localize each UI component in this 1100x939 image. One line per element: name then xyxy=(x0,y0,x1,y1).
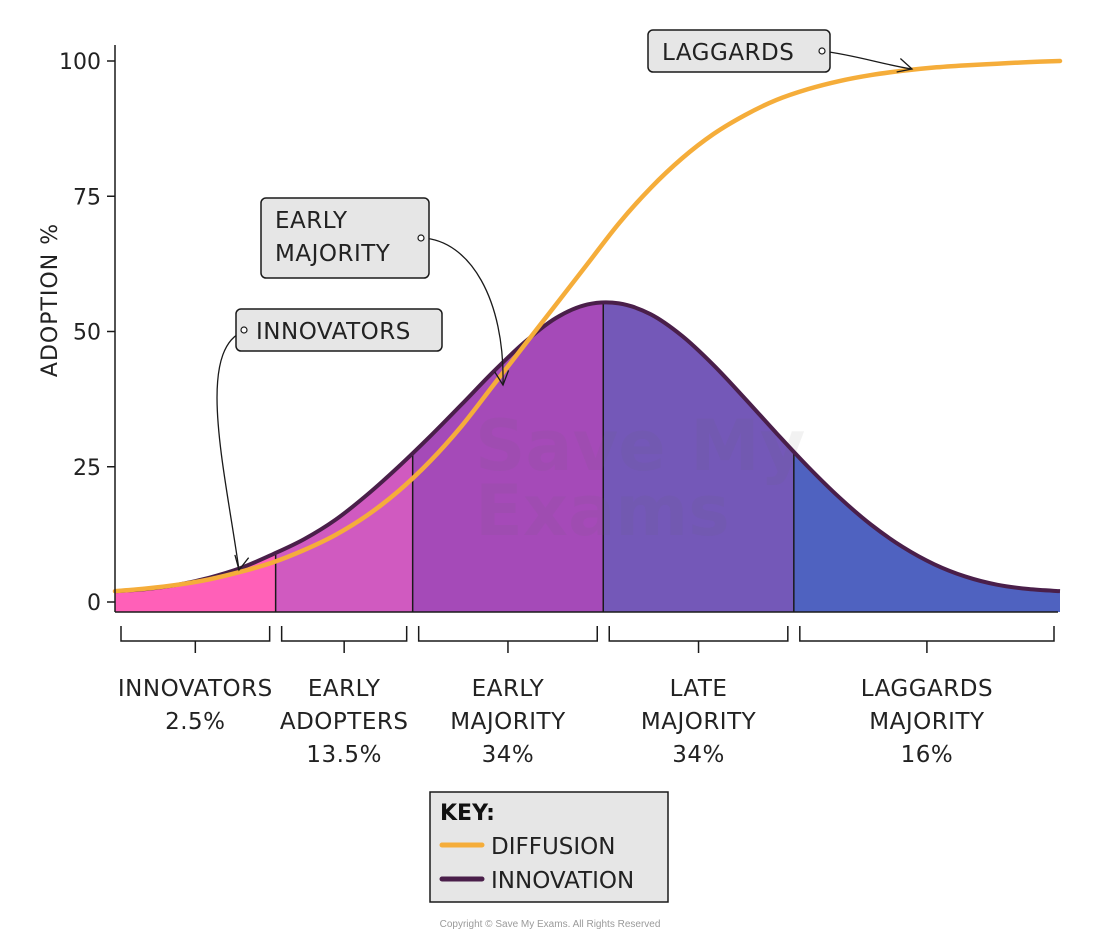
segment-label: LATE xyxy=(670,676,728,702)
copyright-text: Copyright © Save My Exams. All Rights Re… xyxy=(440,919,661,930)
segment-bracket xyxy=(280,626,408,653)
callout-box xyxy=(260,197,430,279)
callout: INNOVATORS xyxy=(216,308,443,572)
segment-fill xyxy=(412,303,604,612)
segment-label: MAJORITY xyxy=(869,709,985,735)
segment-share: 16% xyxy=(901,742,954,768)
callout-hole xyxy=(818,47,826,55)
legend-label: INNOVATION xyxy=(491,868,634,894)
segment-bracket xyxy=(120,626,271,653)
segment-label: LAGGARDS xyxy=(861,676,993,702)
legend-label: DIFFUSION xyxy=(491,834,615,860)
segment-bracket xyxy=(608,626,789,653)
y-tick-label: 0 xyxy=(87,591,101,616)
segment-label: MAJORITY xyxy=(450,709,566,735)
segment-label: EARLY xyxy=(472,676,545,702)
segment-fill xyxy=(603,303,794,612)
segment-share: 2.5% xyxy=(165,709,225,735)
innovation-line xyxy=(114,300,1061,594)
callout: LAGGARDS xyxy=(647,29,914,73)
innovation-series xyxy=(114,300,1061,594)
segment-label: MAJORITY xyxy=(641,709,757,735)
callout-hole xyxy=(417,234,425,242)
segment-share: 34% xyxy=(672,742,725,768)
watermark-text: Save My xyxy=(475,405,805,487)
callout-arrowhead xyxy=(234,554,250,572)
callout: EARLY MAJORITY xyxy=(260,197,510,387)
y-tick-label: 25 xyxy=(73,456,101,481)
segment-share: 34% xyxy=(482,742,535,768)
callout-arrowhead xyxy=(494,370,510,387)
callout-arrowhead xyxy=(896,58,914,73)
callout-arrow xyxy=(821,50,913,70)
segment-label: INNOVATORS xyxy=(118,676,273,702)
callout-text: MAJORITY xyxy=(275,241,391,267)
y-axis-title: ADOPTION % xyxy=(38,223,63,377)
watermark-text-2: Exams xyxy=(475,470,730,552)
callout-arrow xyxy=(216,330,245,571)
segment-bracket xyxy=(417,626,598,653)
callout-box xyxy=(235,308,443,352)
y-tick-label: 100 xyxy=(59,50,101,75)
segment-fill xyxy=(793,451,1060,612)
callout-text: EARLY xyxy=(275,208,348,234)
watermark: Save My Exams xyxy=(475,405,805,552)
callout-box xyxy=(647,29,831,73)
callout-arrow xyxy=(421,237,504,386)
legend: KEY: DIFFUSION INNOVATION xyxy=(429,791,669,903)
callout-hole xyxy=(240,326,248,334)
y-tick-label: 50 xyxy=(73,321,101,346)
segment-label: EARLY xyxy=(308,676,381,702)
segment-share: 13.5% xyxy=(306,742,382,768)
y-tick-label: 75 xyxy=(73,185,101,210)
callout-text: LAGGARDS xyxy=(662,40,794,66)
callouts: INNOVATORS EARLY MAJORITY LAGGARDS xyxy=(216,29,914,572)
segment-brackets: INNOVATORS 2.5% EARLY ADOPTERS 13.5% EARLY MAJ… xyxy=(118,626,1055,768)
axes: 0 25 50 75 100 ADOPTION % xyxy=(38,45,1058,616)
segment-bracket xyxy=(799,626,1055,653)
legend-title: KEY: xyxy=(440,801,495,826)
callout-text: INNOVATORS xyxy=(256,319,411,345)
segment-label: ADOPTERS xyxy=(280,709,409,735)
